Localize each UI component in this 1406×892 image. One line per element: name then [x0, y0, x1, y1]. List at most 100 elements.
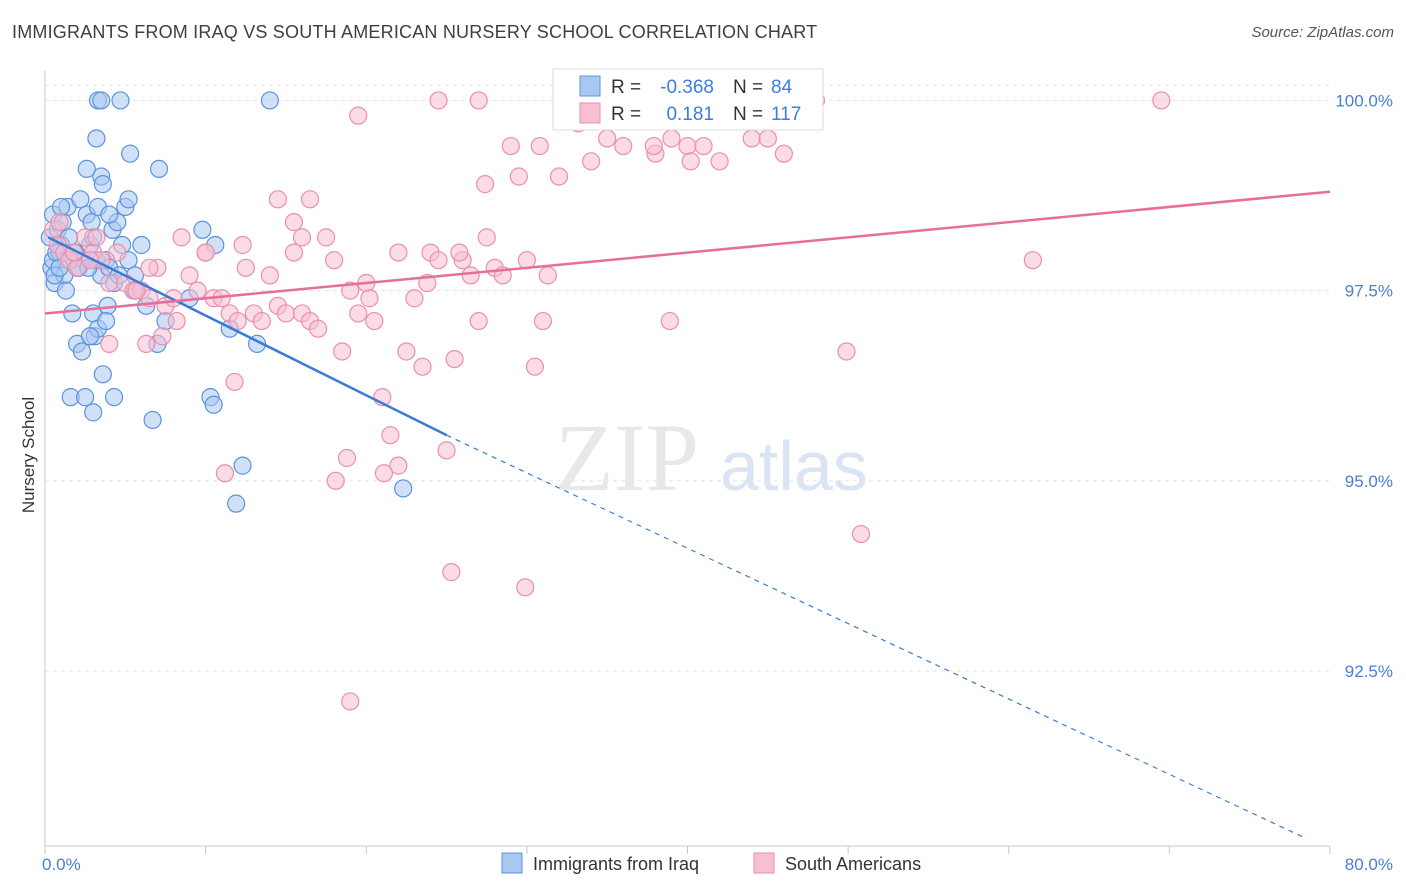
point-south-americans — [461, 266, 480, 285]
legend-r-value-sa: 0.181 — [666, 104, 714, 125]
legend-n-label-iraq: N = — [733, 77, 763, 98]
point-south-americans — [1152, 91, 1171, 110]
legend-n-value-iraq: 84 — [771, 77, 793, 98]
point-iraq — [260, 91, 279, 110]
point-south-americans — [215, 464, 234, 483]
point-south-americans — [442, 563, 461, 582]
point-south-americans — [87, 228, 106, 247]
point-south-americans — [437, 441, 456, 460]
chart-source: Source: ZipAtlas.com — [1251, 24, 1394, 41]
point-south-americans — [413, 357, 432, 376]
y-tick-label: 97.5% — [1345, 282, 1393, 301]
point-south-americans — [140, 258, 159, 277]
point-south-americans — [326, 471, 345, 490]
point-south-americans — [284, 213, 304, 232]
point-iraq — [193, 220, 212, 239]
point-iraq — [233, 456, 252, 475]
point-south-americans — [694, 136, 713, 156]
point-south-americans — [429, 251, 448, 270]
point-south-americans — [325, 251, 344, 270]
legend-swatch-iraq — [579, 75, 601, 97]
point-south-americans — [389, 456, 408, 475]
y-tick-label: 95.0% — [1345, 472, 1393, 491]
y-tick-label: 92.5% — [1345, 662, 1393, 681]
point-south-americans — [662, 129, 681, 148]
point-iraq — [143, 410, 162, 430]
point-iraq — [51, 197, 71, 217]
point-iraq — [227, 494, 246, 513]
point-iraq — [80, 327, 100, 346]
point-south-americans — [476, 175, 495, 194]
point-south-americans — [644, 136, 663, 156]
point-south-americans — [710, 152, 729, 171]
point-south-americans — [742, 129, 761, 148]
point-south-americans — [533, 311, 553, 331]
point-south-americans — [1023, 251, 1042, 270]
point-south-americans — [538, 266, 557, 285]
point-south-americans — [308, 319, 328, 338]
point-iraq — [76, 388, 95, 407]
bottom-legend-swatch-iraq — [501, 852, 523, 874]
point-south-americans — [851, 524, 871, 544]
point-south-americans — [549, 167, 569, 186]
point-south-americans — [236, 258, 255, 277]
point-iraq — [204, 395, 223, 414]
point-south-americans — [381, 426, 400, 445]
point-iraq — [104, 388, 124, 407]
point-south-americans — [333, 342, 352, 361]
point-south-americans — [341, 281, 360, 300]
point-south-americans — [758, 129, 777, 148]
point-south-americans — [509, 167, 528, 186]
point-south-americans — [582, 152, 601, 171]
point-iraq — [71, 190, 90, 209]
point-south-americans — [349, 304, 368, 323]
point-iraq — [56, 281, 75, 300]
point-iraq — [63, 304, 82, 323]
point-south-americans — [108, 243, 127, 262]
point-south-americans — [252, 311, 271, 331]
point-iraq — [93, 365, 112, 384]
point-iraq — [119, 190, 138, 209]
point-south-americans — [196, 243, 215, 262]
point-south-americans — [681, 152, 700, 171]
bottom-legend: Immigrants from Iraq South Americans — [501, 852, 921, 874]
point-south-americans — [284, 243, 304, 262]
point-south-americans — [268, 190, 288, 209]
point-south-americans — [233, 235, 252, 255]
point-south-americans — [292, 228, 312, 247]
point-south-americans — [516, 578, 535, 597]
trend-line-south-americans — [44, 190, 1331, 315]
trend-line-iraq-extension — [446, 434, 1307, 839]
point-south-americans — [660, 311, 679, 331]
x-tick-label-max: 80.0% — [1345, 855, 1393, 874]
point-iraq — [100, 205, 119, 224]
point-south-americans — [469, 311, 488, 331]
point-south-americans — [341, 692, 360, 711]
point-south-americans — [300, 190, 320, 209]
trend-lines — [44, 190, 1331, 839]
point-iraq — [84, 403, 103, 422]
legend-r-label-sa: R = — [611, 104, 641, 125]
point-south-americans — [774, 144, 793, 163]
point-south-americans — [450, 243, 469, 262]
watermark-zip: ZIP — [555, 404, 699, 511]
point-south-americans — [678, 136, 697, 156]
point-iraq — [82, 213, 101, 232]
x-tick-label-min: 0.0% — [42, 855, 81, 874]
point-south-americans — [225, 372, 244, 392]
point-south-americans — [614, 136, 633, 156]
y-tick-label: 100.0% — [1335, 91, 1393, 110]
point-south-americans — [349, 106, 368, 125]
chart-title: IMMIGRANTS FROM IRAQ VS SOUTH AMERICAN N… — [12, 22, 818, 42]
trend-line-iraq — [47, 236, 448, 437]
point-south-americans — [188, 281, 207, 300]
point-south-americans — [100, 273, 119, 293]
point-south-americans — [337, 448, 357, 468]
point-iraq — [96, 311, 116, 331]
point-south-americans — [153, 327, 172, 346]
point-south-americans — [172, 228, 191, 247]
point-south-americans — [137, 334, 156, 353]
bottom-legend-label-iraq: Immigrants from Iraq — [533, 854, 699, 874]
point-south-americans — [837, 342, 856, 361]
